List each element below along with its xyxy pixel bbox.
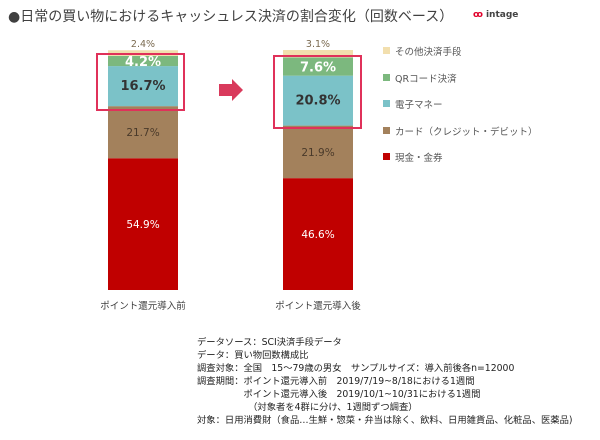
legend: その他決済手段 QRコード決済 電子マネーカード（クレジット・デビット） 現金・金券	[383, 44, 538, 177]
bar-segment	[108, 106, 178, 159]
legend-item: QRコード決済	[383, 71, 538, 98]
legend-swatch	[383, 73, 390, 81]
intage-logo: ꝏ intage	[473, 10, 518, 20]
note-line: （対象者を4群に分け、1週間ずつ調査）	[197, 402, 418, 413]
bar-segment	[283, 178, 353, 290]
legend-label: QRコード決済	[395, 73, 457, 85]
legend-swatch	[383, 126, 390, 134]
legend-label: 現金・金券	[395, 153, 443, 164]
legend-item: カード（クレジット・デビット）	[383, 124, 538, 151]
legend-swatch	[383, 47, 390, 54]
bar-segment	[283, 125, 353, 179]
legend-label: その他決済手段	[395, 47, 462, 58]
x-tick-label: ポイント還元導入後	[275, 300, 361, 312]
data-label: 3.1%	[306, 39, 330, 50]
arrow-right-icon	[219, 79, 243, 101]
data-label: 21.7%	[126, 127, 159, 139]
legend-item: その他決済手段	[383, 44, 538, 71]
note-line: 対象：日用消費財（食品…生鮮・惣菜・弁当は除く、飲料、日用雑貨品、化粧品、医薬品…	[197, 415, 573, 426]
bar-segment	[283, 75, 353, 126]
highlight-box	[273, 55, 362, 129]
data-label: 21.9%	[301, 147, 334, 159]
note-line: ポイント還元導入後 2019/10/1~10/31における1週間	[197, 389, 481, 400]
legend-swatch	[383, 153, 390, 160]
data-label: 20.8%	[295, 94, 340, 109]
legend-label: カード（クレジット・デビット）	[395, 126, 538, 138]
chart-title: ●日常の買い物におけるキャッシュレス決済の割合変化（回数ベース）	[8, 9, 454, 25]
highlight-box	[96, 53, 185, 111]
data-label: 4.2%	[125, 55, 161, 70]
stacked-bar-chart: 54.9% 21.7% 16.7% 4.2% 2.4% ポイント還元導入前 46.6% 21.…	[96, 39, 362, 312]
logo-mark-icon: ꝏ	[473, 10, 483, 20]
data-label: 46.6%	[301, 229, 334, 241]
note-line: 調査対象：全国 15～79歳の男女 サンプルサイズ：導入前後各n=12000	[197, 363, 515, 374]
note-line: 調査期間：ポイント還元導入前 2019/7/19~8/18における1週間	[197, 376, 475, 387]
bar-segment	[283, 50, 353, 58]
x-tick-label: ポイント還元導入前	[100, 300, 186, 312]
legend-label: 電子マネー	[395, 100, 443, 111]
footnotes: データソース：SCI決済手段データ データ：買い物回数構成比調査対象：全国 15～…	[197, 323, 573, 440]
note-line: データ：買い物回数構成比	[197, 350, 309, 361]
legend-item: 電子マネー	[383, 97, 538, 124]
bar-segment	[108, 56, 178, 67]
data-label: 54.9%	[126, 219, 159, 231]
legend-swatch	[383, 100, 390, 107]
bar-segment	[108, 158, 178, 290]
logo-text: intage	[485, 10, 519, 20]
data-label: 2.4%	[131, 39, 155, 50]
bar-segment	[283, 57, 353, 76]
note-line: データソース：SCI決済手段データ	[197, 337, 342, 348]
data-label: 16.7%	[120, 79, 165, 94]
bar-segment	[108, 66, 178, 107]
legend-item: 現金・金券	[383, 150, 538, 177]
data-label: 7.6%	[300, 61, 336, 76]
